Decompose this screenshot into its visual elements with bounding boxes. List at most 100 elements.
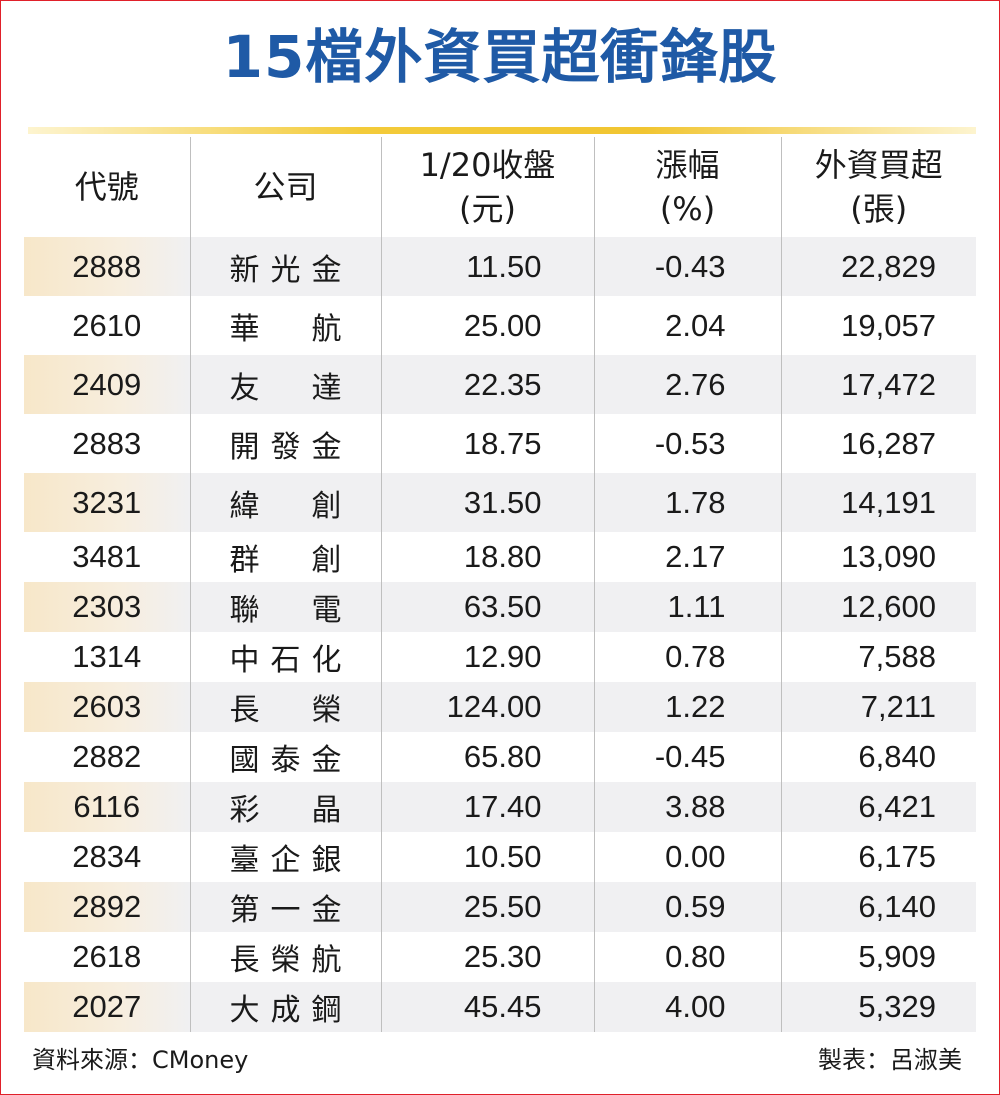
- close-price-cell: 22.35: [380, 355, 594, 414]
- company-name: 聯電: [229, 593, 342, 628]
- change-percent-cell: 0.00: [593, 832, 781, 882]
- table-row: 2892 第一金 25.50 0.59 6,140: [24, 882, 976, 932]
- table-row: 3231 緯創 31.50 1.78 14,191: [24, 473, 976, 532]
- chart-title: 15檔外資買超衝鋒股: [222, 23, 778, 91]
- company-name: 彩晶: [229, 793, 342, 828]
- table-row: 2610 華航 25.00 2.04 19,057: [24, 296, 976, 355]
- stock-code-cell: 3481: [72, 539, 142, 574]
- close-price-cell: 31.50: [380, 473, 594, 532]
- stock-code-cell: 2610: [72, 307, 142, 343]
- company-name-cell: 彩晶: [189, 782, 381, 832]
- header-unit: (%): [659, 190, 716, 228]
- company-name-cell: 聯電: [189, 582, 381, 632]
- title-divider: [28, 127, 976, 134]
- header-label: 公司: [253, 168, 318, 206]
- change-percent-cell: -0.43: [593, 237, 781, 296]
- stock-code-cell: 3231: [24, 473, 190, 532]
- table-row: 2409 友達 22.35 2.76 17,472: [24, 355, 976, 414]
- foreign-net-buy-table: 代號 公司 1/20收盤 (元) 漲幅 (%) 外資買超 (張) 2888 新光金 11.…: [24, 137, 976, 1032]
- company-name-cell: 群創: [189, 532, 381, 582]
- stock-code-cell: 2892: [24, 882, 190, 932]
- table-row: 6116 彩晶 17.40 3.88 6,421: [24, 782, 976, 832]
- company-name-cell: 長榮: [189, 682, 381, 732]
- change-percent-cell: 4.00: [593, 982, 781, 1032]
- net-buy-cell: 5,329: [780, 982, 976, 1032]
- stock-code-cell: 2603: [24, 682, 190, 732]
- header-net-buy: 外資買超 (張): [780, 137, 976, 237]
- table-row: 2603 長榮 124.00 1.22 7,211: [24, 682, 976, 732]
- net-buy-cell: 6,175: [780, 832, 976, 882]
- change-percent-cell: 2.76: [593, 355, 781, 414]
- close-price-cell: 18.80: [380, 532, 594, 582]
- table-row: 2618 長榮航 25.30 0.80 5,909: [24, 932, 976, 982]
- company-name-cell: 友達: [189, 355, 381, 414]
- company-name-cell: 長榮航: [189, 932, 381, 982]
- company-name-cell: 國泰金: [189, 732, 381, 782]
- close-price-cell: 18.75: [380, 414, 594, 473]
- table-row: 2834 臺企銀 10.50 0.00 6,175: [24, 832, 976, 882]
- credit-note: 製表：呂淑美: [818, 1046, 962, 1074]
- stock-code-cell: 6116: [24, 782, 190, 832]
- header-code: 代號: [24, 137, 190, 237]
- table-row: 3481 群創 18.80 2.17 13,090: [24, 532, 976, 582]
- company-name-cell: 華航: [189, 296, 381, 355]
- table-row: 1314 中石化 12.90 0.78 7,588: [24, 632, 976, 682]
- stock-code-cell: 2409: [24, 355, 190, 414]
- close-price-cell: 65.80: [380, 732, 594, 782]
- company-name: 華航: [229, 311, 342, 347]
- change-percent-cell: 1.22: [593, 682, 781, 732]
- stock-code-cell: 2834: [72, 839, 142, 874]
- company-name: 新光金: [229, 252, 342, 288]
- company-name: 第一金: [229, 893, 342, 928]
- table-row: 2027 大成鋼 45.45 4.00 5,329: [24, 982, 976, 1032]
- change-percent-cell: 3.88: [593, 782, 781, 832]
- company-name-cell: 中石化: [189, 632, 381, 682]
- company-name-cell: 新光金: [189, 237, 381, 296]
- header-label: 1/20收盤: [419, 146, 556, 184]
- header-unit: (張): [850, 190, 908, 228]
- net-buy-cell: 14,191: [780, 473, 976, 532]
- change-percent-cell: 0.59: [593, 882, 781, 932]
- change-percent-cell: -0.53: [593, 414, 781, 473]
- company-name: 大成鋼: [229, 993, 342, 1028]
- company-name-cell: 大成鋼: [189, 982, 381, 1032]
- stock-code-cell: 2303: [24, 582, 190, 632]
- table-row: 2883 開發金 18.75 -0.53 16,287: [24, 414, 976, 473]
- net-buy-cell: 17,472: [780, 355, 976, 414]
- stock-code-cell: 2888: [24, 237, 190, 296]
- net-buy-cell: 7,588: [780, 632, 976, 682]
- change-percent-cell: 2.17: [593, 532, 781, 582]
- change-percent-cell: 1.78: [593, 473, 781, 532]
- company-name: 緯創: [229, 488, 342, 524]
- header-company: 公司: [189, 137, 381, 237]
- stock-code-cell: 2883: [72, 425, 142, 461]
- header-change: 漲幅 (%): [593, 137, 781, 237]
- close-price-cell: 10.50: [380, 832, 594, 882]
- stock-code-cell: 2618: [72, 939, 142, 974]
- company-name-cell: 緯創: [189, 473, 381, 532]
- header-unit: (元): [459, 190, 516, 228]
- table-row: 2303 聯電 63.50 1.11 12,600: [24, 582, 976, 632]
- company-name: 開發金: [229, 429, 342, 465]
- net-buy-cell: 22,829: [780, 237, 976, 296]
- company-name: 友達: [229, 370, 342, 406]
- net-buy-cell: 12,600: [780, 582, 976, 632]
- company-name-cell: 第一金: [189, 882, 381, 932]
- close-price-cell: 12.90: [380, 632, 594, 682]
- table-row: 2882 國泰金 65.80 -0.45 6,840: [24, 732, 976, 782]
- change-percent-cell: 0.80: [593, 932, 781, 982]
- close-price-cell: 25.00: [380, 296, 594, 355]
- close-price-cell: 17.40: [380, 782, 594, 832]
- net-buy-cell: 7,211: [780, 682, 976, 732]
- header-label: 漲幅: [655, 146, 720, 184]
- stock-code-cell: 1314: [72, 639, 142, 674]
- header-label: 代號: [74, 168, 139, 206]
- close-price-cell: 11.50: [380, 237, 594, 296]
- change-percent-cell: 1.11: [593, 582, 781, 632]
- company-name: 國泰金: [229, 743, 342, 778]
- change-percent-cell: 0.78: [593, 632, 781, 682]
- company-name-cell: 開發金: [189, 414, 381, 473]
- net-buy-cell: 5,909: [780, 932, 976, 982]
- close-price-cell: 124.00: [380, 682, 594, 732]
- company-name: 中石化: [229, 643, 342, 678]
